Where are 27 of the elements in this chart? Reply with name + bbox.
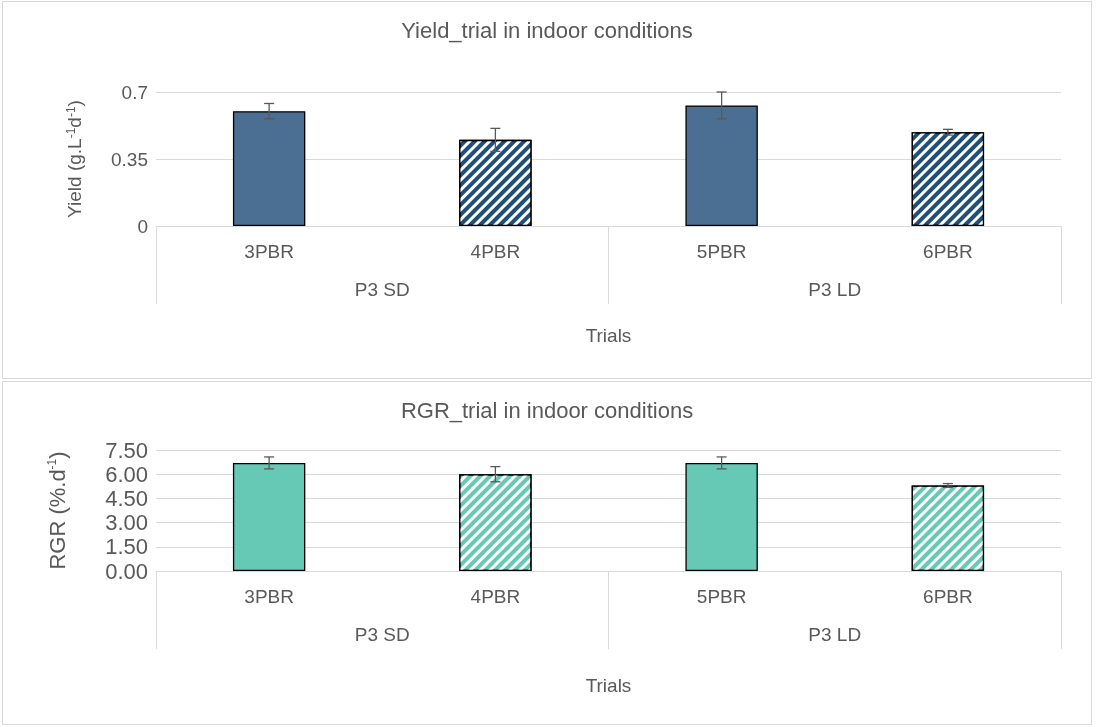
x-tick-label: 5PBR xyxy=(696,586,747,607)
x-tick-label: 3PBR xyxy=(244,586,294,607)
y-tick-label: 7.50 xyxy=(105,437,148,463)
x-tick-label: 3PBR xyxy=(244,241,294,262)
x-axis-title: Trials xyxy=(585,325,632,346)
y-tick-label: 0.7 xyxy=(121,81,148,103)
y-tick-label: 0 xyxy=(137,215,148,237)
text: P3 SD xyxy=(354,624,410,645)
x-tick-label: 5PBR xyxy=(696,241,747,262)
text: P3 LD xyxy=(808,279,862,300)
x-tick-label: 4PBR xyxy=(470,586,521,607)
chart-title: Yield_trial in indoor conditions xyxy=(401,17,693,43)
x-tick-label: 6PBR xyxy=(923,241,973,262)
y-axis-title: Yield (g.L-1d-1) xyxy=(64,100,85,218)
x-axis-title: Trials xyxy=(585,675,632,696)
y-tick-label: 6.00 xyxy=(105,461,148,487)
y-tick-label: 0.00 xyxy=(105,558,148,584)
chart-title: RGR_trial in indoor conditions xyxy=(400,397,694,423)
text: P3 SD xyxy=(354,279,410,300)
y-tick-label: 1.50 xyxy=(105,534,148,560)
x-tick-label: 4PBR xyxy=(470,241,521,262)
x-tick-label: 6PBR xyxy=(923,586,973,607)
y-tick-label: 0.35 xyxy=(111,148,148,170)
y-tick-label: 3.00 xyxy=(105,510,148,536)
y-tick-label: 4.50 xyxy=(105,485,148,511)
text: P3 LD xyxy=(808,624,862,645)
y-axis-title: RGR (%.d-1) xyxy=(44,451,70,570)
